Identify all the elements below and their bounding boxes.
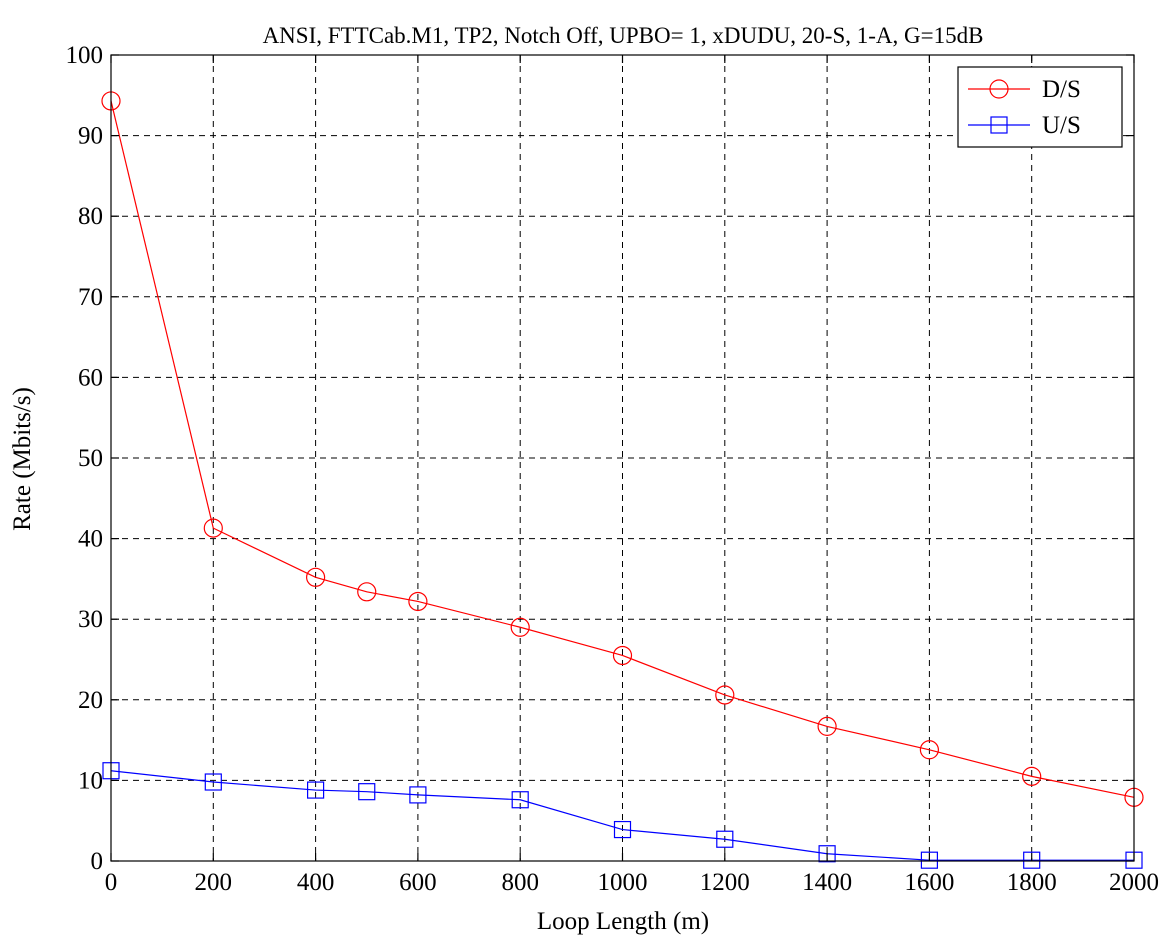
data-point — [818, 845, 836, 863]
legend-marker — [989, 79, 1009, 99]
x-tick-label: 400 — [297, 869, 335, 896]
data-point — [203, 518, 223, 538]
series-line — [110, 100, 1135, 798]
data-point — [358, 783, 376, 801]
x-tick-label: 1800 — [1007, 869, 1057, 896]
x-tick-label: 2000 — [1109, 869, 1159, 896]
data-point — [612, 645, 633, 666]
data-point — [817, 716, 837, 736]
data-point — [511, 791, 529, 809]
y-tick-label: 80 — [78, 203, 103, 230]
data-point — [715, 685, 735, 705]
y-tick-label: 100 — [66, 42, 104, 69]
data-point — [357, 582, 377, 602]
y-tick-label: 70 — [78, 284, 103, 311]
series-u-s — [102, 762, 1143, 869]
y-tick-label: 50 — [78, 445, 103, 472]
data-point — [306, 567, 326, 587]
legend-label: D/S — [1042, 76, 1081, 103]
chart-title: ANSI, FTTCab.M1, TP2, Notch Off, UPBO= 1… — [263, 23, 984, 48]
data-point — [204, 773, 222, 791]
data-point — [920, 851, 939, 869]
legend-marker — [990, 116, 1008, 134]
series-line — [110, 770, 1134, 861]
legend-label: U/S — [1042, 112, 1081, 139]
y-tick-label: 40 — [78, 526, 103, 553]
x-tick-label: 1400 — [802, 869, 852, 896]
data-point — [409, 786, 427, 804]
y-tick-label: 20 — [78, 687, 103, 714]
y-tick-label: 30 — [78, 606, 103, 633]
y-tick-label: 10 — [78, 767, 103, 794]
data-point — [510, 617, 530, 637]
y-tick-label: 0 — [91, 848, 104, 875]
x-tick-label: 1600 — [904, 869, 954, 896]
x-axis-label: Loop Length (m) — [537, 908, 709, 935]
y-axis-label: Rate (Mbits/s) — [9, 387, 36, 531]
y-tick-label: 60 — [78, 364, 103, 391]
x-tick-label: 1000 — [598, 869, 648, 896]
x-tick-label: 0 — [105, 869, 118, 896]
x-tick-label: 200 — [195, 869, 233, 896]
legend-box — [957, 66, 1123, 148]
grid-lines — [111, 55, 1134, 861]
y-tick-label: 90 — [78, 123, 103, 150]
data-point — [1023, 851, 1041, 869]
x-tick-label: 1200 — [700, 869, 750, 896]
data-point — [307, 781, 325, 799]
x-tick-label: 800 — [501, 869, 539, 896]
data-point — [613, 820, 632, 839]
data-point — [408, 591, 428, 612]
x-tick-label: 600 — [399, 869, 437, 896]
legend: D/S U/S — [957, 66, 1123, 148]
series-layer — [101, 91, 1144, 869]
axis-ticks: 0 200 400 600 800 1000 1200 1400 1600 1800 2000 0 10… — [66, 42, 1160, 896]
data-point — [1022, 766, 1042, 786]
data-point — [716, 830, 734, 848]
data-point — [919, 740, 940, 760]
series-d-s — [101, 91, 1144, 807]
